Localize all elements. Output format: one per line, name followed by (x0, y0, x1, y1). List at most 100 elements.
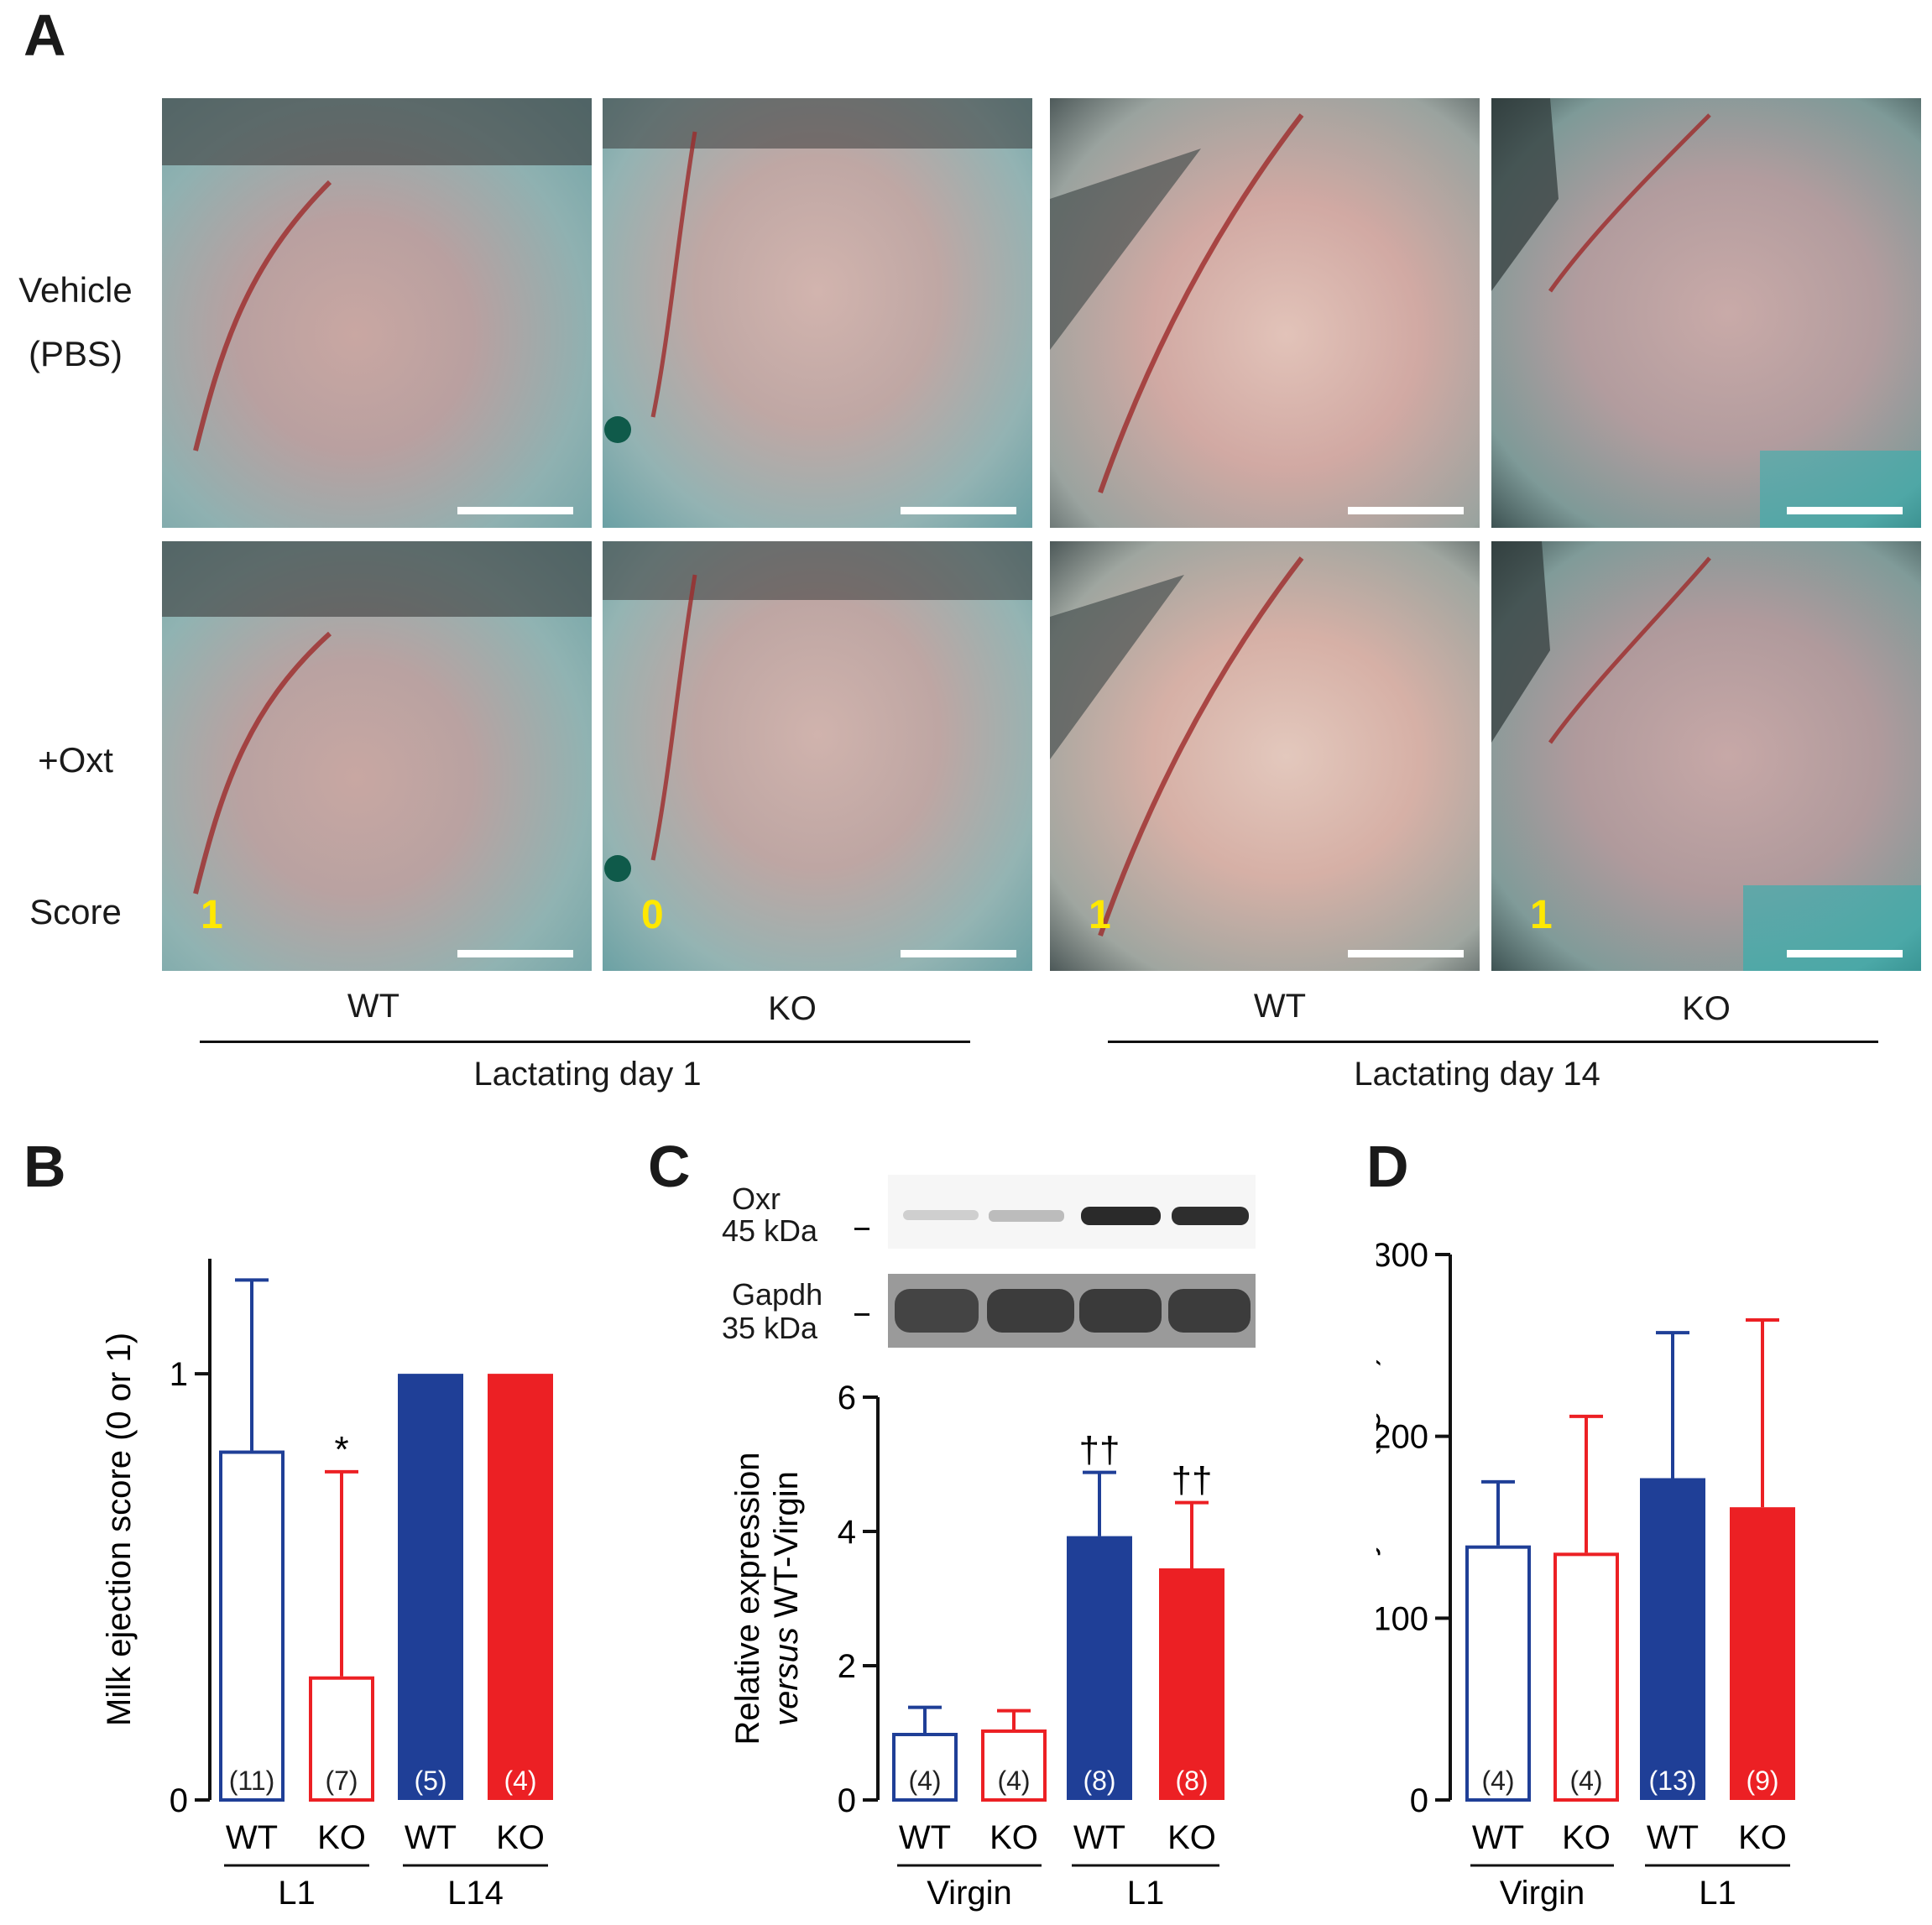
x-group-label: L1 (278, 1875, 316, 1912)
scale-bar (457, 950, 573, 957)
vessel-drawing (1491, 541, 1921, 971)
panel-letter-c: C (648, 1134, 691, 1199)
sample-size-label: (7) (325, 1766, 358, 1796)
bar (398, 1374, 463, 1800)
photo-l1-wt-oxt: 1 (162, 541, 592, 971)
bar (1730, 1507, 1795, 1800)
genotype-label-l14-ko: KO (1682, 990, 1731, 1027)
bar (488, 1374, 553, 1800)
blot-band (1172, 1207, 1249, 1225)
vessel-drawing (603, 541, 1032, 882)
blot-band (895, 1289, 979, 1333)
scale-bar (901, 507, 1016, 514)
x-group-label: Virgin (927, 1875, 1012, 1912)
scale-bar (1787, 950, 1903, 957)
sample-size-label: (4) (1481, 1766, 1514, 1796)
y-axis-label-line1: Relative expression (729, 1452, 766, 1745)
bar (981, 1729, 1047, 1802)
x-category-label: KO (1738, 1819, 1787, 1856)
photo-l1-ko-vehicle (603, 98, 1032, 528)
score-value: 1 (201, 893, 223, 937)
x-category-label: KO (317, 1819, 366, 1856)
bar (1640, 1478, 1705, 1800)
y-axis-label-rest: WT-Virgin (768, 1471, 805, 1627)
photo-l14-wt-oxt: 1 (1050, 541, 1480, 971)
score-value: 1 (1530, 893, 1553, 937)
bar (309, 1676, 374, 1802)
y-tick-label: 6 (838, 1380, 856, 1416)
x-group-label: L1 (1699, 1875, 1736, 1912)
vessel-drawing (162, 98, 592, 451)
x-group-label: L1 (1127, 1875, 1165, 1912)
group-label-l14: Lactating day 14 (1354, 1056, 1600, 1093)
y-tick-label: 1 (170, 1356, 188, 1393)
y-axis-label: Serum oxytocin (pg/ml) (1376, 1354, 1381, 1699)
bar (892, 1733, 958, 1802)
blot-oxr (888, 1175, 1256, 1249)
genotype-label-l14-wt: WT (1253, 988, 1307, 1025)
x-category-label: KO (496, 1819, 545, 1856)
significance-mark: †† (1079, 1430, 1120, 1471)
blot-gapdh-size: 35 kDa (722, 1311, 818, 1345)
scale-bar (1787, 507, 1903, 514)
sample-size-label: (5) (414, 1766, 446, 1796)
y-axis-label-line2: versus WT-Virgin (768, 1471, 805, 1726)
x-group-label: Virgin (1500, 1875, 1585, 1912)
x-category-label: WT (1472, 1819, 1524, 1856)
chart-d-serum-oxytocin: 0 100 200 300 Serum oxytocin (pg/ml) (4) WT (4)… (1376, 1237, 1795, 1912)
y-tick-label: 4 (838, 1514, 856, 1551)
group-line-l1 (200, 1041, 970, 1043)
genotype-label-l1-wt: WT (347, 988, 400, 1025)
blot-band (1079, 1289, 1162, 1333)
y-tick-label: 2 (838, 1648, 856, 1685)
blot-oxr-size: 45 kDa (722, 1213, 818, 1248)
row-label-oxt: +Oxt (38, 740, 113, 780)
vessel-drawing (1491, 98, 1921, 528)
bar (1553, 1552, 1619, 1802)
scale-bar (457, 507, 573, 514)
blot-band (989, 1210, 1064, 1222)
y-axis-label: Milk ejection score (0 or 1) (101, 1333, 138, 1726)
significance-mark: †† (1172, 1460, 1213, 1501)
x-category-label: WT (1073, 1819, 1125, 1856)
blot-gapdh-name: Gapdh (732, 1277, 823, 1312)
scale-bar (1348, 507, 1464, 514)
blot-gapdh (888, 1274, 1256, 1348)
photo-l1-ko-oxt: 0 (603, 541, 1032, 971)
blot-band (1081, 1207, 1161, 1225)
row-label-pbs: (PBS) (28, 334, 123, 373)
bar (219, 1450, 285, 1802)
row-label-score: Score (29, 892, 122, 931)
y-tick-label: 300 (1376, 1237, 1428, 1274)
blot-oxr-marker (854, 1228, 869, 1230)
vessel-drawing (162, 541, 592, 895)
y-tick-label: 0 (838, 1782, 856, 1819)
row-label-vehicle: Vehicle (18, 270, 133, 310)
x-category-label: KO (989, 1819, 1038, 1856)
y-tick-label: 0 (1410, 1782, 1428, 1819)
x-category-label: KO (1167, 1819, 1216, 1856)
score-value: 1 (1089, 893, 1111, 937)
sample-size-label: (4) (504, 1766, 536, 1796)
sample-size-label: (4) (1569, 1766, 1602, 1796)
x-group-label: L14 (447, 1875, 504, 1912)
blot-gapdh-marker (854, 1313, 869, 1316)
bar (1159, 1568, 1224, 1800)
photo-l14-wt-vehicle (1050, 98, 1480, 528)
panel-letter-d: D (1366, 1134, 1409, 1199)
photo-l1-wt-vehicle (162, 98, 592, 528)
y-axis-label-italic: versus (768, 1627, 805, 1726)
bar (1067, 1536, 1132, 1800)
panel-letter-b: B (23, 1134, 66, 1199)
y-tick-label: 0 (170, 1782, 188, 1819)
score-value: 0 (641, 893, 664, 937)
chart-b-milk-ejection: 0 1 Milk ejection score (0 or 1) (11) WT (7) *… (101, 1259, 553, 1912)
sample-size-label: (13) (1649, 1766, 1697, 1796)
photo-l14-ko-vehicle (1491, 98, 1921, 528)
vessel-drawing (603, 98, 1032, 443)
sample-size-label: (4) (908, 1766, 941, 1796)
photo-l14-ko-oxt: 1 (1491, 541, 1921, 971)
sample-size-label: (9) (1746, 1766, 1778, 1796)
sample-size-label: (11) (229, 1766, 275, 1796)
scale-bar (901, 950, 1016, 957)
